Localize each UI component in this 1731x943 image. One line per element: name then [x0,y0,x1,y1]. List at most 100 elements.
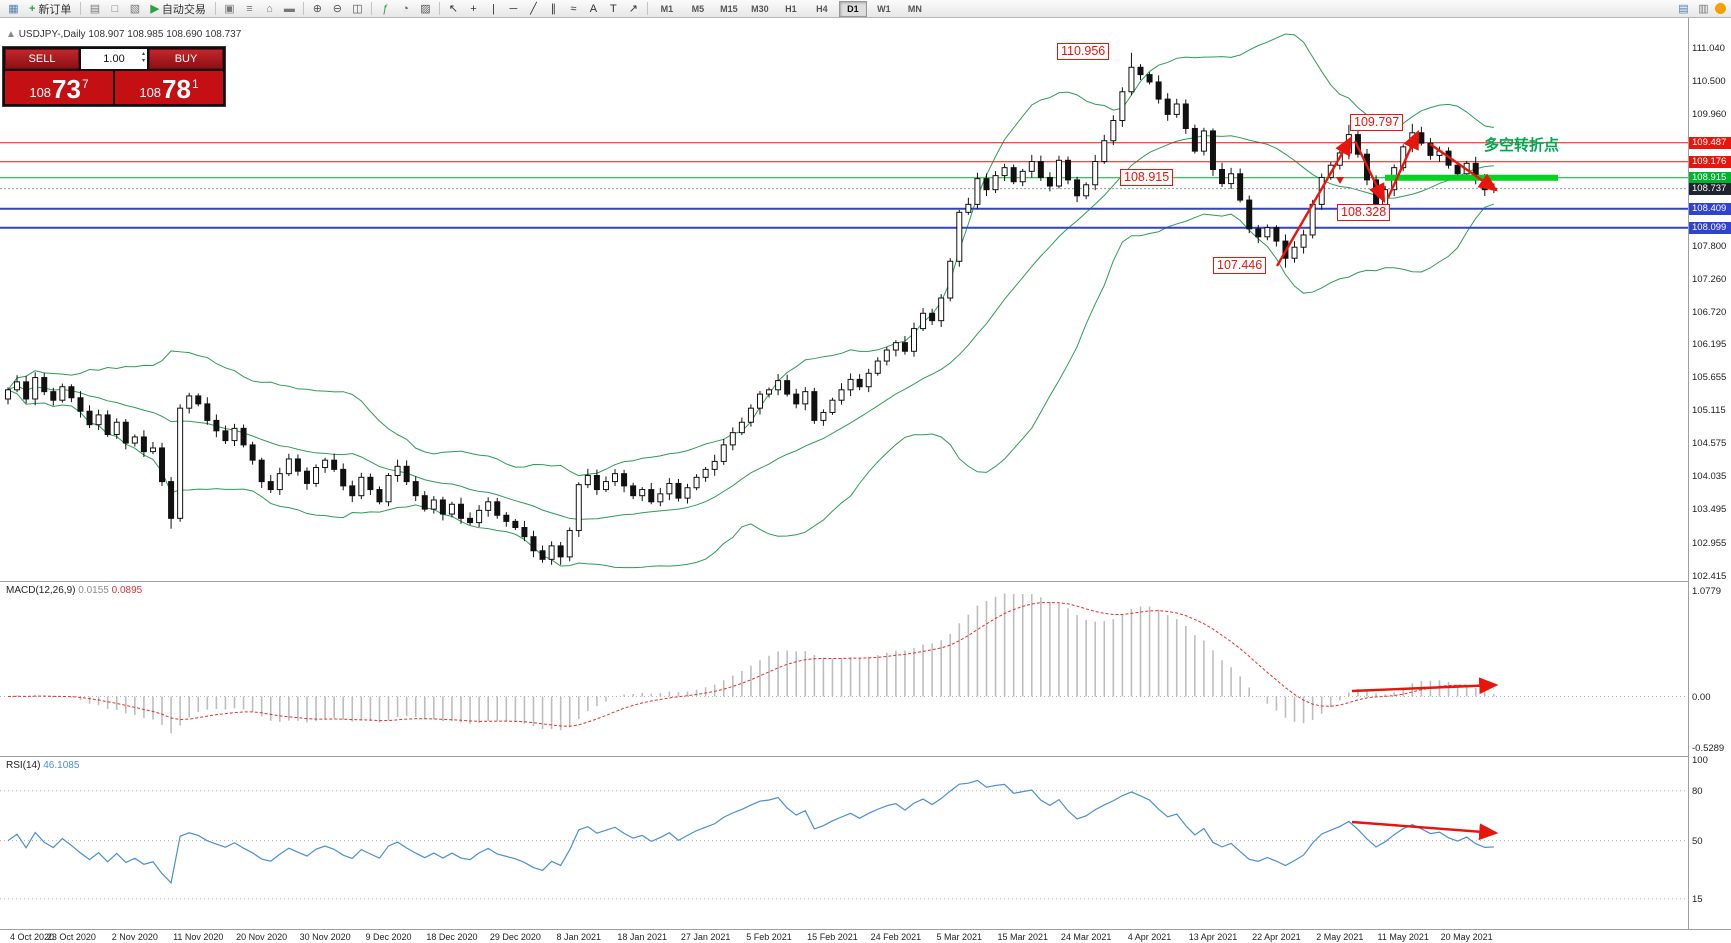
volume-value[interactable]: 1.00 [103,53,125,65]
horizontal-lines[interactable] [0,142,1688,229]
window-icon[interactable]: ▥ [1698,3,1709,15]
timeframe-h4[interactable]: H4 [816,3,828,14]
pane-splitter[interactable] [0,578,1688,584]
label-icon[interactable]: T [610,2,617,15]
timeframe-m30[interactable]: M30 [751,3,769,14]
print-icon[interactable]: ▤ [89,3,101,15]
date-axis-label: 5 Mar 2021 [936,932,983,942]
date-axis-label: 15 Mar 2021 [997,932,1048,942]
channel-icon[interactable]: ∥ [550,3,557,15]
indicators-icon[interactable]: ƒ [382,2,389,15]
macd-indicator-label: MACD(12,26,9) 0.0155 0.0895 [6,585,143,596]
cursor-icon[interactable]: ↖ [448,3,459,15]
timeframe-w1[interactable]: W1 [877,3,891,14]
volume-stepper[interactable]: 1.00 ▴ ▾ [81,49,147,69]
rsi-axis-label: 50 [1692,835,1703,847]
price-axis-badge: 109.176 [1689,155,1731,168]
turning-point-label[interactable]: 多空转折点 [1484,137,1560,154]
text-icon[interactable]: A [589,2,598,15]
market-watch-icon[interactable]: ≡ [246,2,253,15]
macd-main-value: 0.0155 [78,585,109,596]
tile-windows-icon[interactable]: ◫ [352,3,363,15]
macd-axis-label: 1.0779 [1692,585,1722,597]
toolbar-separator [80,2,82,15]
fibonacci-icon[interactable]: ≈ [570,2,577,15]
macd-histogram [16,593,1495,734]
navigator-icon[interactable]: ⌂ [266,2,273,15]
templates-icon[interactable]: ▨ [420,3,431,15]
crosshair-icon[interactable]: + [470,2,477,15]
buy-button[interactable]: BUY [149,49,223,69]
buy-price[interactable]: 108 78 1 [115,71,223,104]
price-axis-label: 107.800 [1692,240,1727,252]
rsi-axis-label: 100 [1692,755,1708,766]
timeframe-m5[interactable]: M5 [691,3,705,14]
print-preview-icon[interactable]: □ [111,2,119,15]
bollinger-bands [7,33,1495,569]
date-axis-label: 18 Dec 2020 [426,932,478,942]
date-axis-label: 9 Dec 2020 [365,932,412,942]
data-window-icon[interactable]: ▣ [224,3,235,15]
price-annotation-box[interactable]: 107.446 [1213,257,1267,274]
horizontal-line-icon[interactable]: ─ [509,2,518,15]
symbol-marker-icon: ▲ [6,29,16,40]
trendline-icon[interactable]: ╱ [530,3,537,15]
price-annotation-box[interactable]: 109.797 [1350,114,1404,131]
macd-signal-value: 0.0895 [111,585,143,596]
price-axis-label: 102.955 [1692,537,1727,549]
volume-spin-icons[interactable]: ▴ ▾ [141,51,145,64]
macd-signal-line [7,602,1494,727]
price-annotation-box[interactable]: 110.956 [1057,43,1110,60]
date-axis-label: 11 Nov 2020 [173,932,224,942]
chart-list-icon[interactable]: ▤ [1678,3,1689,15]
new-order-button[interactable]: + 新订单 [29,2,72,16]
price-annotation-box[interactable]: 108.915 [1120,169,1174,186]
pane-splitter[interactable] [0,753,1688,759]
high-value: 108.985 [127,29,164,40]
price-axis-label: 106.195 [1692,339,1727,351]
trend-arrows[interactable] [1275,129,1498,267]
timeframe-mn[interactable]: MN [907,3,922,14]
toolbar-separator [214,2,216,15]
low-value: 108.690 [166,29,203,40]
date-axis-label: 20 Nov 2020 [236,932,288,942]
timeframe-m1[interactable]: M1 [660,3,674,14]
zoom-in-icon[interactable]: ⊕ [312,3,323,15]
arrows-icon[interactable]: ↗ [628,3,639,15]
symbol-period-label: USDJPY-,Daily [18,29,86,40]
date-axis-label: 18 Jan 2021 [617,932,667,942]
bollinger-lower [7,203,1495,569]
chart-properties-icon[interactable]: ▧ [129,3,141,15]
chart-ohlc-info: ▲ USDJPY-,Daily 108.907 108.985 108.690 … [6,29,241,40]
sell-button[interactable]: SELL [5,49,79,69]
price-axis-label: 103.495 [1692,504,1727,516]
periods-icon[interactable]: ◔ [402,2,409,15]
macd-axis-label: -0.5289 [1692,743,1725,755]
vertical-line-icon[interactable]: | [491,2,495,15]
price-axis-label: 107.260 [1692,274,1727,286]
terminal-icon[interactable]: ▬ [283,2,295,15]
date-axis-label: 24 Feb 2021 [870,932,922,942]
rsi-axis-label: 80 [1692,785,1703,797]
price-axis-label: 105.655 [1692,372,1727,384]
date-axis-label: 2 Nov 2020 [111,932,158,942]
timeframe-m15[interactable]: M15 [720,3,738,14]
price-axis-badge: 108.737 [1689,182,1731,195]
rsi-trend-arrow[interactable] [1351,820,1499,841]
autotrade-button[interactable]: ▶ 自动交易 [150,3,206,16]
zoom-out-icon[interactable]: ⊖ [332,3,343,15]
toolbar-separator [370,2,372,15]
sell-price[interactable]: 108 73 7 [5,71,113,104]
bollinger-middle [7,135,1494,520]
price-annotation-box[interactable]: 108.328 [1337,204,1391,221]
charts-icon[interactable]: ▦ [8,3,19,15]
macd-trend-arrow[interactable] [1351,677,1499,695]
timeframe-h1[interactable]: H1 [785,3,797,14]
date-axis-label: 30 Nov 2020 [299,932,351,942]
status-badge[interactable] [1715,3,1726,14]
toolbar-separator [438,2,440,15]
toolbar: ▦ + 新订单 ▤ □ ▧ ▶ 自动交易 ▣ ≡ ⌂ ▬ ⊕ ⊖ ◫ ƒ ◔ ▨ ↖ + | ─ ╱ ∥ ≈ A T ↗ M1 M5 M15… [0,0,1731,18]
date-axis-label: 5 Feb 2021 [746,932,792,942]
timeframe-d1[interactable]: D1 [838,0,867,17]
